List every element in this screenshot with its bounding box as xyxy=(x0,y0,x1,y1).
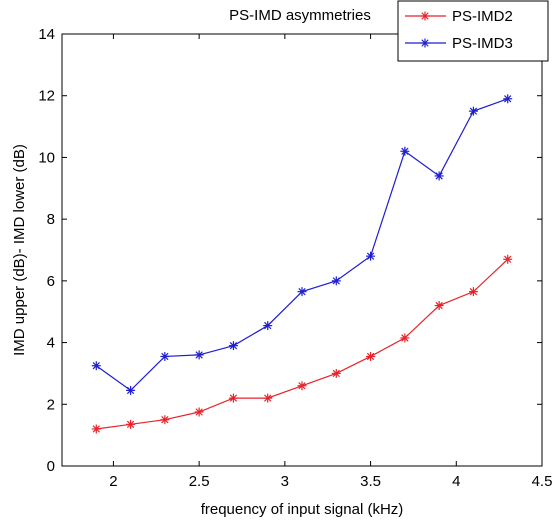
data-point-ps-imd3 xyxy=(263,321,273,331)
y-tick-label: 6 xyxy=(47,273,55,290)
data-point-ps-imd3 xyxy=(331,276,341,286)
data-point-ps-imd2 xyxy=(194,407,204,417)
data-point-ps-imd2 xyxy=(503,254,513,264)
y-tick-label: 8 xyxy=(47,211,55,228)
data-point-ps-imd2 xyxy=(400,333,410,343)
x-tick-label: 4.5 xyxy=(532,473,553,490)
data-point-ps-imd2 xyxy=(160,415,170,425)
data-point-ps-imd2 xyxy=(434,301,444,311)
data-point-ps-imd3 xyxy=(503,94,513,104)
y-tick-label: 0 xyxy=(47,458,55,475)
y-tick-label: 10 xyxy=(38,149,55,166)
legend-label-ps-imd2: PS-IMD2 xyxy=(452,8,513,25)
data-point-ps-imd2 xyxy=(263,393,273,403)
legend-marker-ps-imd2 xyxy=(420,11,430,21)
x-axis-label: frequency of input signal (kHz) xyxy=(201,501,404,518)
data-point-ps-imd3 xyxy=(400,146,410,156)
data-point-ps-imd2 xyxy=(126,419,136,429)
data-point-ps-imd3 xyxy=(194,350,204,360)
data-point-ps-imd2 xyxy=(331,368,341,378)
data-point-ps-imd2 xyxy=(228,393,238,403)
data-point-ps-imd3 xyxy=(228,341,238,351)
plot-frame xyxy=(61,33,543,467)
data-point-ps-imd3 xyxy=(126,385,136,395)
y-tick-label: 14 xyxy=(38,26,55,43)
data-point-ps-imd3 xyxy=(366,251,376,261)
x-tick-label: 3 xyxy=(281,473,289,490)
chart-title: PS-IMD asymmetries xyxy=(229,7,371,24)
data-point-ps-imd3 xyxy=(91,361,101,371)
x-tick-label: 4 xyxy=(452,473,460,490)
data-point-ps-imd2 xyxy=(297,381,307,391)
legend-box xyxy=(397,0,549,62)
data-point-ps-imd2 xyxy=(91,424,101,434)
data-point-ps-imd3 xyxy=(297,287,307,297)
y-axis-label: IMD upper (dB)- IMD lower (dB) xyxy=(11,144,28,356)
x-tick-label: 3.5 xyxy=(360,473,381,490)
data-point-ps-imd3 xyxy=(434,171,444,181)
legend: PS-IMD2 PS-IMD3 xyxy=(397,0,549,62)
y-tick-label: 4 xyxy=(47,335,55,352)
legend-label-ps-imd3: PS-IMD3 xyxy=(452,35,513,52)
data-point-ps-imd3 xyxy=(468,106,478,116)
data-point-ps-imd3 xyxy=(160,351,170,361)
data-point-ps-imd2 xyxy=(366,351,376,361)
x-tick-label: 2 xyxy=(109,473,117,490)
series-layer xyxy=(91,94,513,434)
x-axis-ticks: 2 2.5 3 3.5 4 4.5 xyxy=(109,34,552,490)
y-tick-label: 12 xyxy=(38,88,55,105)
data-point-ps-imd2 xyxy=(468,287,478,297)
y-tick-label: 2 xyxy=(47,396,55,413)
legend-marker-ps-imd3 xyxy=(420,38,430,48)
x-tick-label: 2.5 xyxy=(189,473,210,490)
